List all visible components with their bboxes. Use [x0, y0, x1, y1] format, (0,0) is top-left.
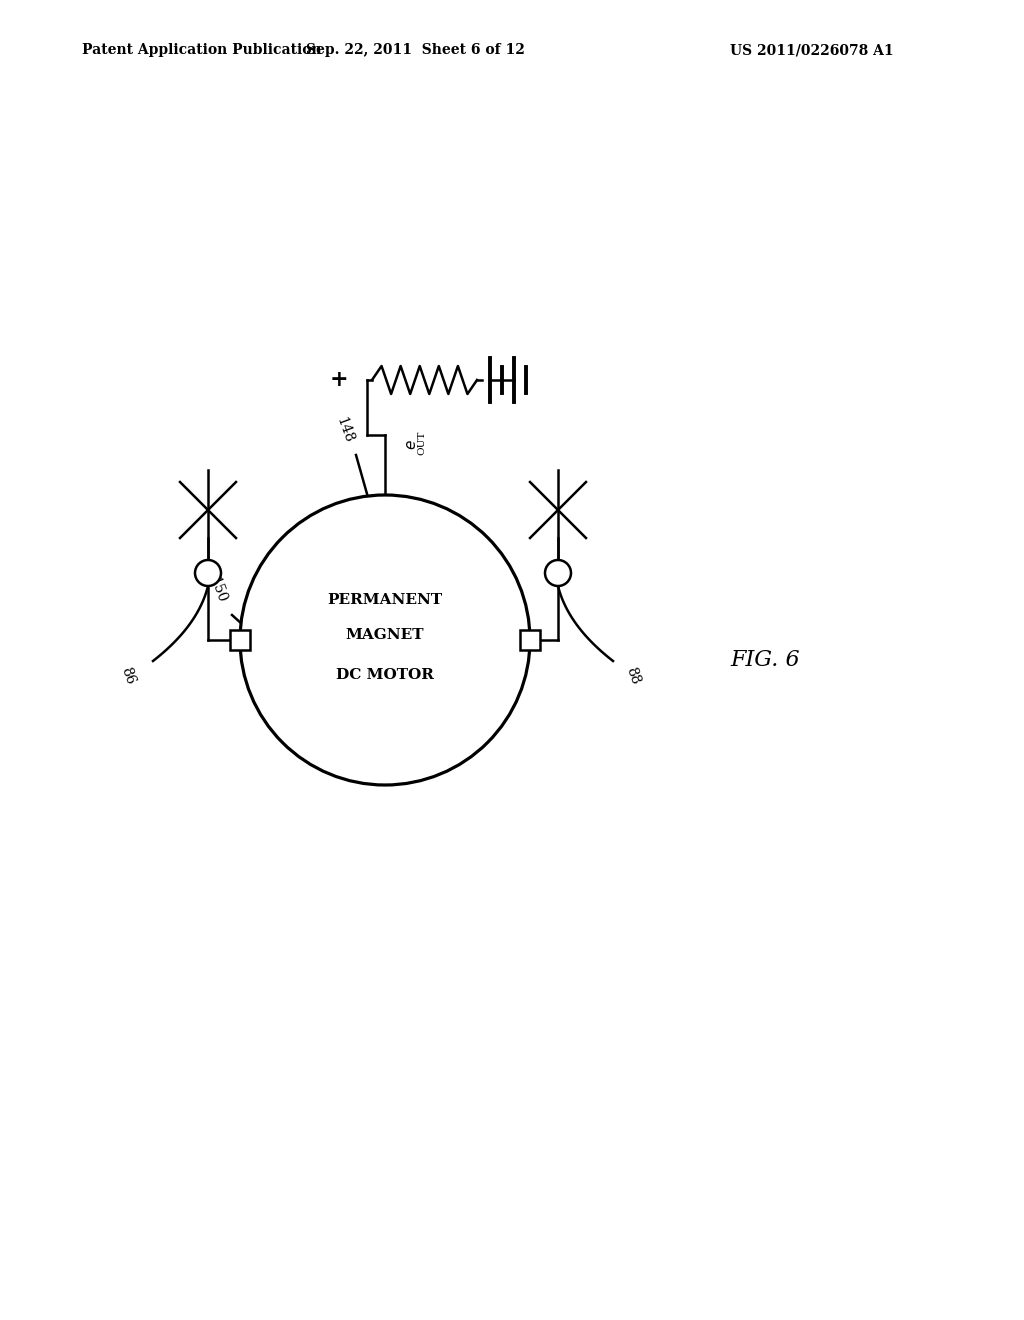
- Text: Patent Application Publication: Patent Application Publication: [82, 44, 322, 57]
- Text: 150: 150: [207, 576, 229, 605]
- Text: PERMANENT: PERMANENT: [328, 593, 442, 607]
- Text: MAGNET: MAGNET: [346, 628, 424, 642]
- Text: 148: 148: [334, 416, 356, 445]
- Text: FIG. 6: FIG. 6: [730, 649, 800, 671]
- Text: $e$: $e$: [406, 440, 419, 450]
- Bar: [520, 630, 540, 649]
- Bar: [230, 630, 250, 649]
- Text: 86: 86: [119, 665, 137, 686]
- Circle shape: [195, 560, 221, 586]
- Circle shape: [240, 495, 530, 785]
- Text: DC MOTOR: DC MOTOR: [336, 668, 434, 682]
- Circle shape: [545, 560, 571, 586]
- Text: OUT: OUT: [417, 430, 426, 455]
- Text: 88: 88: [624, 665, 643, 686]
- Text: Sep. 22, 2011  Sheet 6 of 12: Sep. 22, 2011 Sheet 6 of 12: [305, 44, 524, 57]
- Text: +: +: [330, 370, 348, 391]
- Text: US 2011/0226078 A1: US 2011/0226078 A1: [730, 44, 894, 57]
